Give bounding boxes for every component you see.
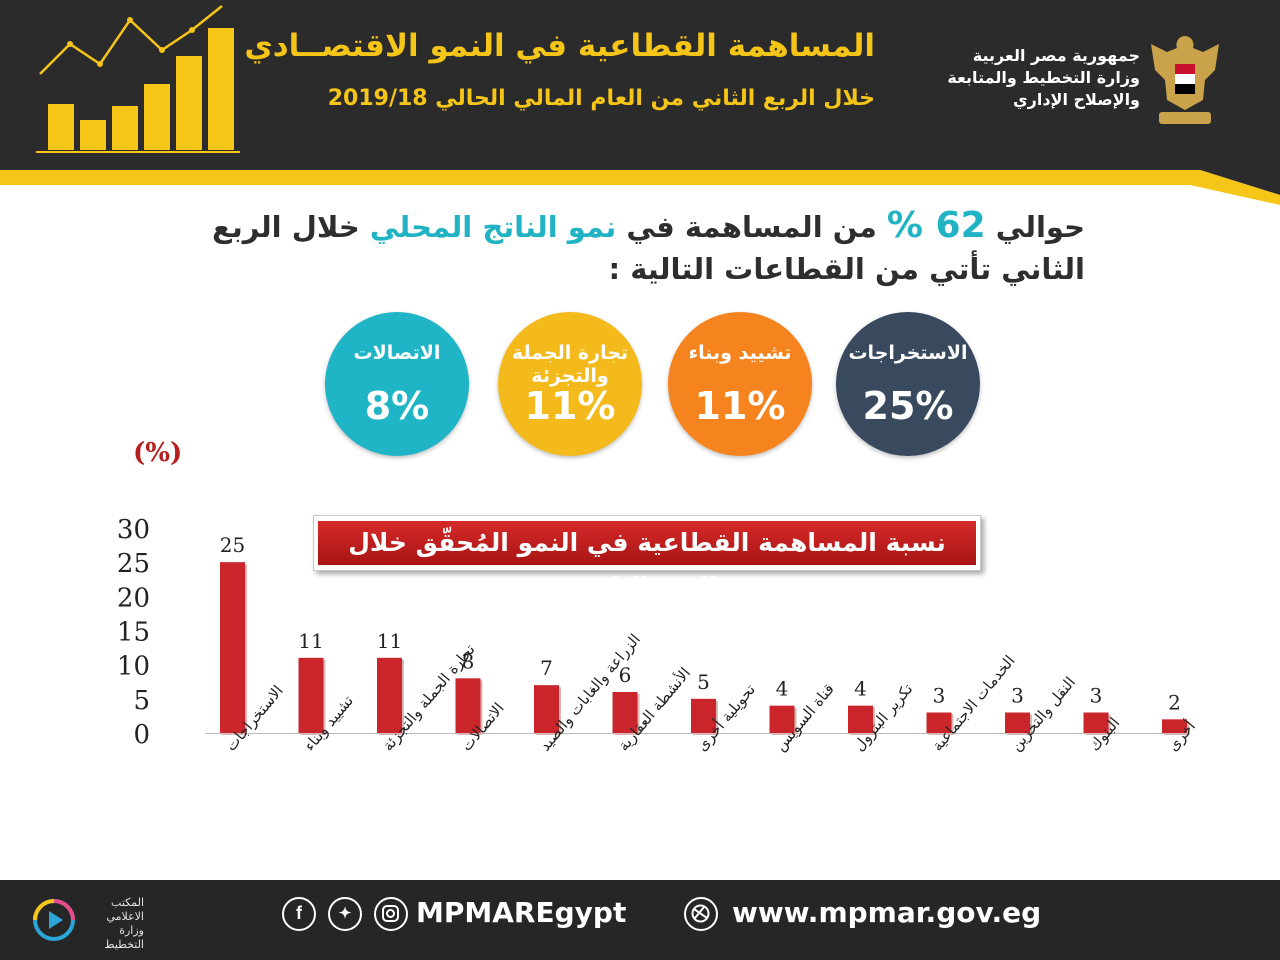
y-tick-label: 15 [117, 618, 150, 648]
circle-label: تجارة الجملة والتجزئة [511, 342, 629, 387]
bar [1005, 712, 1030, 733]
header: المساهمة القطاعية في النمو الاقتصــادي خ… [0, 0, 1280, 205]
circle-label: الاتصالات [353, 342, 441, 364]
data-label: 2 [1168, 690, 1181, 714]
intro-part-3: خلال الربع الثاني تأتي من القطاعات التال… [212, 210, 1085, 286]
circle-label: تشييد وبناء [688, 342, 792, 364]
page-title: المساهمة القطاعية في النمو الاقتصــادي [244, 28, 875, 64]
data-label: 4 [776, 677, 789, 701]
circle-trade: تجارة الجملة والتجزئة 11% [498, 312, 642, 456]
chart-title-box: نسبة المساهمة القطاعية في النمو المُحقّق… [313, 515, 981, 601]
chart-title: نسبة المساهمة القطاعية في النمو المُحقّق… [318, 521, 976, 601]
instagram-icon[interactable] [374, 897, 408, 931]
data-label: 8 [462, 649, 475, 673]
data-label: 6 [619, 663, 632, 687]
bar [377, 657, 402, 733]
data-label: 3 [1011, 684, 1024, 708]
eagle-emblem-icon [1151, 36, 1219, 124]
data-label: 11 [377, 629, 402, 653]
office-line-2: وزارة التخطيط [104, 924, 144, 951]
intro-part-2: من المساهمة في [626, 210, 877, 244]
bar [298, 657, 324, 733]
ministry-line-1: جمهورية مصر العربية [972, 46, 1140, 65]
data-label: 11 [298, 629, 323, 653]
intro-statement: حوالي 62 % من المساهمة في نمو الناتج الم… [185, 205, 1085, 290]
intro-percent: 62 % [886, 205, 986, 246]
footer: المكتب الاعلامي وزارة التخطيط f ✦ MPMARE… [0, 880, 1280, 960]
media-office-logo-icon [33, 899, 75, 941]
ministry-line-2: وزارة التخطيط والمتابعة [947, 68, 1140, 87]
bar [691, 698, 716, 733]
data-label: 25 [220, 533, 245, 557]
instagram-glyph [382, 905, 399, 922]
bar [769, 705, 795, 733]
data-label: 3 [1090, 684, 1103, 708]
circle-extraction: الاستخراجات 25% [836, 312, 980, 456]
bar [534, 685, 559, 733]
y-tick-label: 20 [117, 583, 150, 613]
data-label: 5 [697, 670, 710, 694]
y-tick-label: 30 [117, 515, 150, 545]
data-label: 4 [854, 677, 867, 701]
y-tick-label: 0 [133, 720, 150, 750]
data-label: 3 [933, 684, 946, 708]
circle-value: 11% [694, 384, 786, 428]
media-office-name: المكتب الاعلامي وزارة التخطيط [80, 896, 144, 952]
web-icon[interactable] [684, 897, 718, 931]
circle-value: 25% [862, 384, 954, 428]
circle-label: الاستخراجات [848, 342, 968, 364]
circle-construction: تشييد وبناء 11% [668, 312, 812, 456]
y-tick-label: 10 [117, 652, 150, 682]
y-axis-label: (%) [133, 438, 183, 468]
website-link[interactable]: www.mpmar.gov.eg [732, 896, 1042, 929]
web-glyph [691, 904, 710, 923]
twitter-icon[interactable]: ✦ [328, 897, 362, 931]
bar [926, 712, 952, 733]
circle-value: 8% [364, 384, 430, 428]
facebook-icon[interactable]: f [282, 897, 316, 931]
page-subtitle: خلال الربع الثاني من العام المالي الحالي… [327, 86, 875, 111]
header-background [0, 0, 1280, 205]
bar [220, 562, 245, 733]
bar [1162, 719, 1187, 733]
bar [1083, 712, 1109, 733]
circle-value: 11% [524, 384, 616, 428]
data-label: 7 [540, 656, 553, 680]
growth-bar-chart-icon [36, 5, 240, 153]
intro-part-1: حوالي [995, 210, 1085, 244]
social-handle[interactable]: MPMAREgypt [416, 896, 627, 929]
circle-communications: الاتصالات 8% [325, 312, 469, 456]
ministry-line-3: والإصلاح الإداري [1012, 90, 1140, 109]
ministry-name: جمهورية مصر العربية وزارة التخطيط والمتا… [947, 45, 1140, 111]
bar [455, 678, 481, 733]
intro-highlight: نمو الناتج المحلي [369, 210, 617, 244]
office-line-1: المكتب الاعلامي [106, 896, 144, 923]
y-tick-label: 25 [117, 549, 150, 579]
bar [612, 692, 638, 733]
y-tick-label: 5 [133, 686, 150, 716]
bar [848, 705, 873, 733]
